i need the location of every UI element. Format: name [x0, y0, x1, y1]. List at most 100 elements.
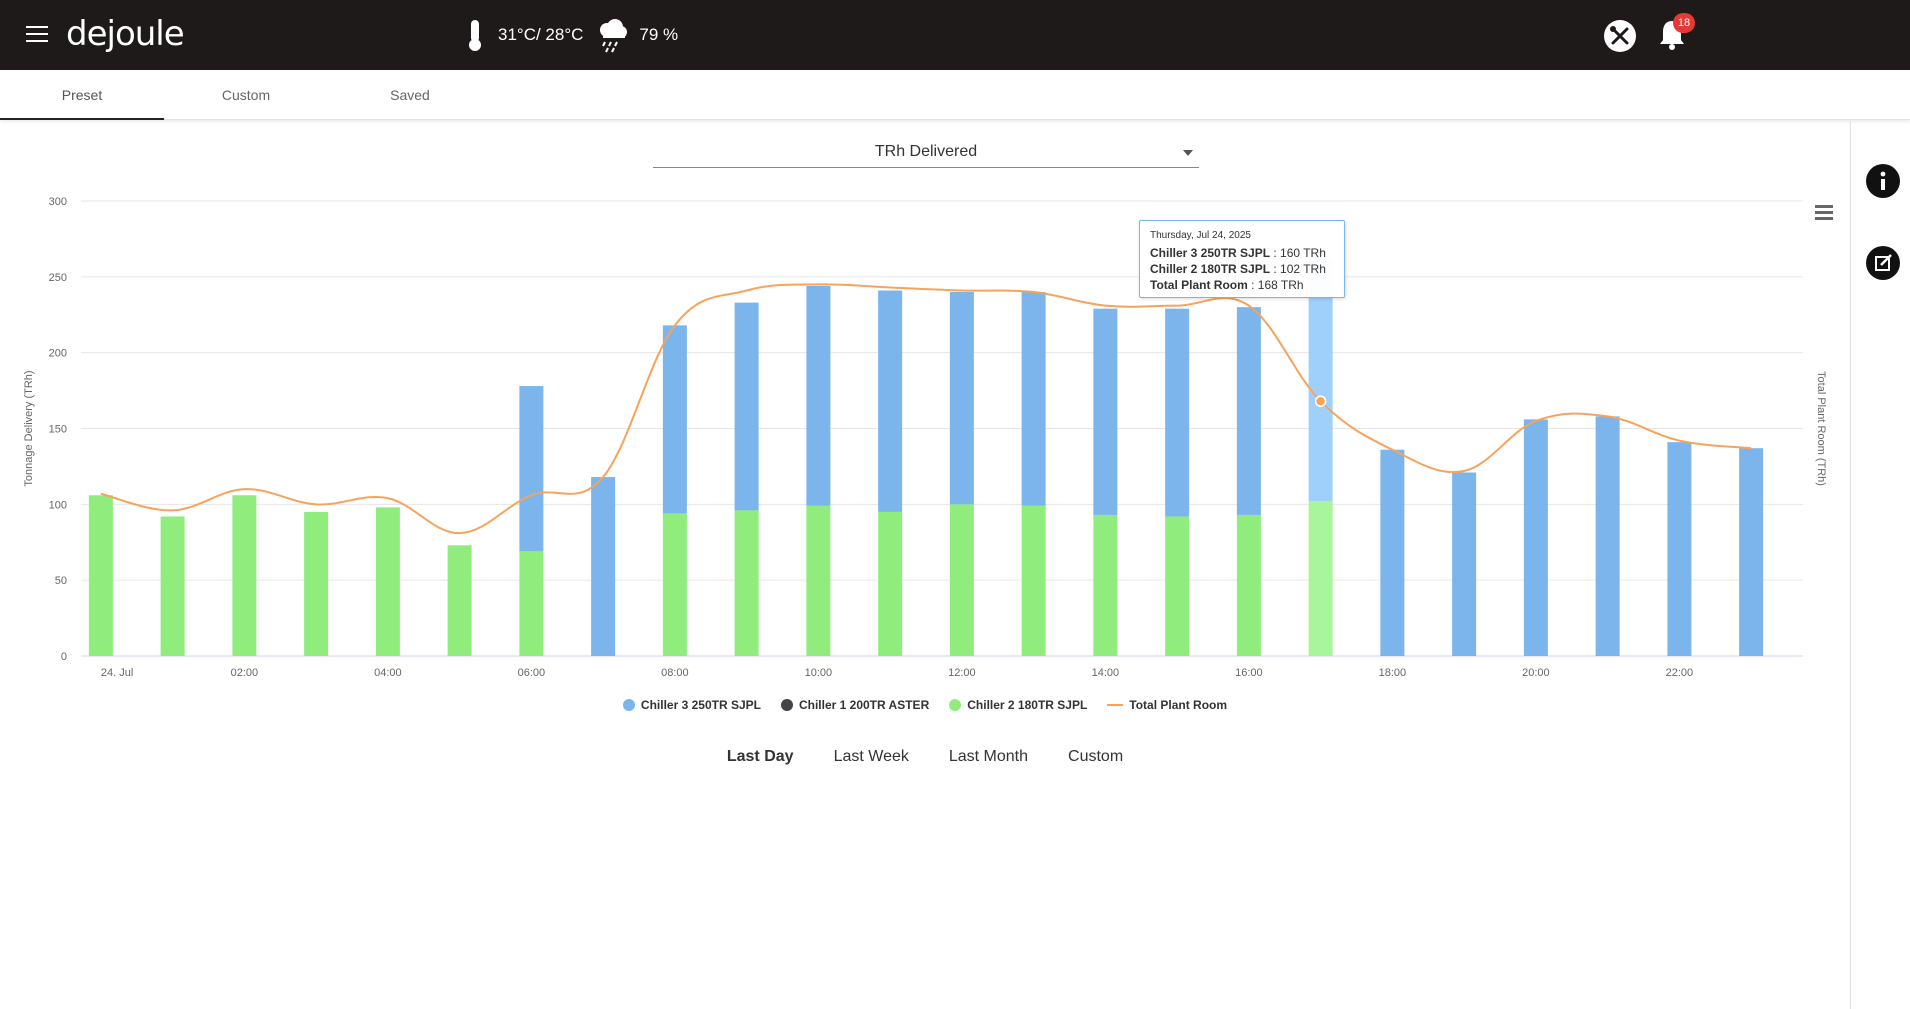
bar-chiller3 [1667, 442, 1692, 656]
trh-chart: 0 50 100 150 200 250 300 24. Jul 02:00 04:00 06:00… [23, 196, 1827, 679]
time-range-selector: Last Day Last Week Last Month Custom [0, 748, 1850, 772]
legend-label: Chiller 3 250TR SJPL [640, 698, 761, 712]
bar-chiller3 [1523, 419, 1548, 656]
x-tick-label: 08:00 [661, 667, 689, 679]
y2-axis-title: Total Plant Room (TRh) [1815, 371, 1827, 486]
range-custom[interactable]: Custom [1068, 748, 1124, 765]
bar-chiller3 [1236, 307, 1261, 515]
x-tick-label: 22:00 [1666, 667, 1694, 679]
bar-chiller3 [591, 477, 616, 656]
bar-chiller2 [662, 513, 687, 656]
x-tick-label: 16:00 [1235, 667, 1263, 679]
bar-chiller3 [662, 325, 687, 514]
range-last-week[interactable]: Last Week [833, 748, 909, 765]
range-last-month[interactable]: Last Month [948, 748, 1029, 765]
legend-marker [780, 699, 793, 711]
bar-chiller2 [304, 511, 329, 656]
legend-item-chiller1[interactable]: Chiller 1 200TR ASTER [780, 694, 930, 716]
bar-chiller2 [447, 545, 472, 656]
range-last-day[interactable]: Last Day [726, 748, 794, 765]
bar-chiller2 [1308, 501, 1333, 656]
highlight-point [1314, 395, 1327, 407]
thermometer-icon [469, 20, 481, 51]
bar-chiller2 [949, 504, 974, 656]
legend-marker [622, 699, 635, 711]
metric-dropdown[interactable]: TRh Delivered [653, 136, 1199, 168]
bar-chiller3 [734, 302, 759, 511]
legend-item-total[interactable]: Total Plant Room [1107, 694, 1227, 716]
info-icon[interactable] [1866, 164, 1900, 198]
bar-chiller2 [88, 495, 113, 656]
top-bar: dejoule 31°C/ 28°C 79 % [0, 0, 1910, 70]
legend-label: Chiller 1 200TR ASTER [798, 698, 930, 712]
rain-cloud-icon [600, 19, 628, 53]
x-tick-label: 06:00 [518, 667, 546, 679]
edit-icon[interactable] [1866, 246, 1900, 280]
bar-chiller3 [1452, 472, 1477, 656]
bar-chiller3 [1093, 308, 1118, 515]
x-tick-label: 20:00 [1522, 667, 1550, 679]
tooltip-date: Thursday, Jul 24, 2025 [1150, 230, 1251, 241]
tab-preset[interactable]: Preset [0, 70, 164, 120]
bar-chiller2 [1021, 505, 1046, 656]
legend-label: Chiller 2 180TR SJPL [967, 698, 1088, 712]
bar-chiller3 [949, 292, 974, 505]
bar-chiller3 [878, 290, 903, 512]
bar-chiller3 [1380, 449, 1405, 656]
bar-chiller2 [1093, 514, 1118, 656]
weather-widget: 31°C/ 28°C 79 % [464, 16, 678, 54]
tooltip-row: Chiller 2 180TR SJPL : 102 TRh [1150, 262, 1326, 276]
bar-chiller2 [806, 505, 831, 656]
bar-chiller2 [160, 516, 185, 656]
y-tick-label: 100 [49, 499, 67, 511]
y-tick-label: 50 [55, 575, 67, 587]
series-line-total [100, 283, 1752, 535]
bar-chiller2 [1236, 514, 1261, 656]
metric-dropdown-value: TRh Delivered [874, 143, 978, 160]
x-tick-label: 02:00 [231, 667, 259, 679]
bar-chiller2 [519, 551, 544, 656]
humidity-value: 79 % [639, 25, 679, 44]
chart-legend: Chiller 3 250TR SJPL Chiller 1 200TR AST… [0, 694, 1850, 716]
bar-chiller3 [1739, 448, 1764, 656]
legend-marker [949, 699, 962, 711]
bar-chiller3 [806, 285, 831, 506]
tooltip-row: Total Plant Room : 168 TRh [1150, 278, 1304, 292]
bar-chiller2 [734, 510, 759, 656]
tab-saved[interactable]: Saved [390, 87, 430, 103]
y-tick-label: 250 [49, 272, 67, 284]
y-tick-label: 200 [49, 348, 67, 360]
x-tick-label: 14:00 [1092, 667, 1120, 679]
bar-chiller3 [1308, 258, 1333, 502]
x-tick-label: 18:00 [1379, 667, 1407, 679]
x-tick-label: 10:00 [805, 667, 833, 679]
tooltip-row: Chiller 3 250TR SJPL : 160 TRh [1150, 246, 1326, 260]
temperature-value: 31°C/ 28°C [498, 25, 584, 44]
chevron-down-icon [1183, 150, 1193, 156]
y-axis-title: Tonnage Delivery (TRh) [23, 370, 35, 486]
bar-chiller2 [232, 495, 257, 656]
tab-custom[interactable]: Custom [221, 87, 271, 103]
chart-menu-icon[interactable] [1815, 205, 1833, 221]
bar-chiller2 [1165, 516, 1190, 656]
bar-chiller3 [1021, 292, 1046, 506]
app-logo[interactable]: dejoule [66, 14, 185, 54]
bar-chiller2 [375, 507, 400, 656]
tools-icon[interactable] [1604, 20, 1636, 52]
bar-chiller3 [519, 386, 544, 552]
legend-item-chiller3[interactable]: Chiller 3 250TR SJPL [622, 694, 761, 716]
x-tick-label: 12:00 [948, 667, 976, 679]
x-tick-label: 24. Jul [101, 667, 133, 679]
bar-chiller2 [878, 511, 903, 656]
right-rail-divider [1850, 121, 1851, 1009]
menu-icon[interactable] [26, 26, 48, 44]
y-tick-label: 150 [49, 424, 67, 436]
y-tick-label: 300 [49, 196, 67, 208]
legend-label: Total Plant Room [1129, 698, 1228, 712]
legend-marker [1107, 704, 1124, 706]
y-tick-label: 0 [61, 651, 67, 663]
chart-tooltip: Thursday, Jul 24, 2025 Chiller 3 250TR S… [1139, 220, 1345, 298]
notification-badge[interactable]: 18 [1673, 13, 1695, 33]
legend-item-chiller2[interactable]: Chiller 2 180TR SJPL [949, 694, 1087, 716]
tab-bar: Preset Custom Saved [0, 70, 1910, 120]
